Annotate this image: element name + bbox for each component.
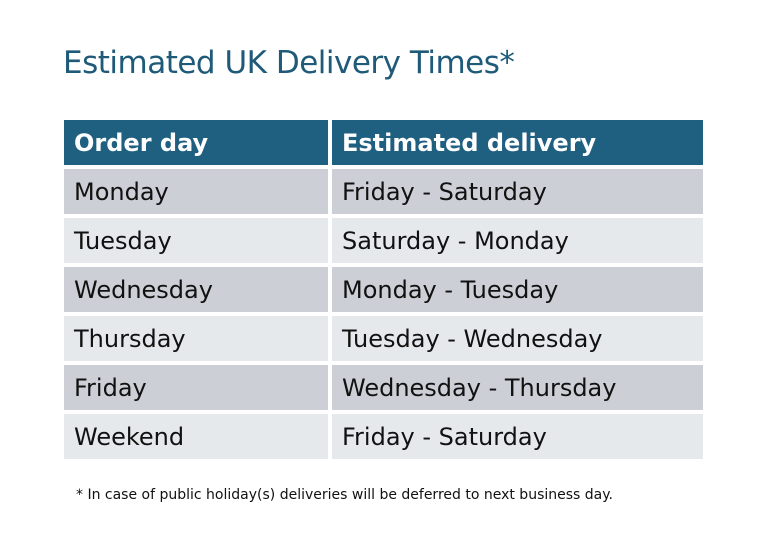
table-row: Weekend Friday - Saturday bbox=[64, 414, 703, 459]
order-day-cell: Tuesday bbox=[64, 218, 328, 263]
delivery-cell: Friday - Saturday bbox=[332, 414, 703, 459]
order-day-cell: Monday bbox=[64, 169, 328, 214]
delivery-cell: Saturday - Monday bbox=[332, 218, 703, 263]
table-row: Wednesday Monday - Tuesday bbox=[64, 267, 703, 312]
page-title: Estimated UK Delivery Times* bbox=[63, 45, 515, 81]
order-day-cell: Thursday bbox=[64, 316, 328, 361]
delivery-cell: Monday - Tuesday bbox=[332, 267, 703, 312]
header-estimated-delivery: Estimated delivery bbox=[332, 120, 703, 165]
delivery-cell: Friday - Saturday bbox=[332, 169, 703, 214]
delivery-cell: Tuesday - Wednesday bbox=[332, 316, 703, 361]
header-order-day: Order day bbox=[64, 120, 328, 165]
delivery-cell: Wednesday - Thursday bbox=[332, 365, 703, 410]
table-row: Friday Wednesday - Thursday bbox=[64, 365, 703, 410]
delivery-table: Order day Estimated delivery Monday Frida… bbox=[60, 116, 707, 463]
order-day-cell: Friday bbox=[64, 365, 328, 410]
order-day-cell: Wednesday bbox=[64, 267, 328, 312]
table-row: Thursday Tuesday - Wednesday bbox=[64, 316, 703, 361]
table-row: Monday Friday - Saturday bbox=[64, 169, 703, 214]
footnote: * In case of public holiday(s) deliverie… bbox=[76, 487, 613, 503]
table-row: Tuesday Saturday - Monday bbox=[64, 218, 703, 263]
table-header-row: Order day Estimated delivery bbox=[64, 120, 703, 165]
order-day-cell: Weekend bbox=[64, 414, 328, 459]
